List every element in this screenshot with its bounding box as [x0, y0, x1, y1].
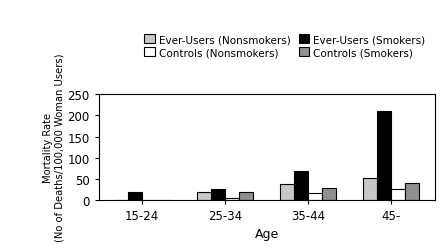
Bar — [197, 192, 211, 200]
Bar — [280, 184, 294, 200]
Bar — [377, 112, 391, 200]
X-axis label: Age: Age — [254, 228, 279, 240]
Bar — [128, 192, 142, 200]
Bar — [405, 183, 419, 200]
Bar — [225, 198, 239, 200]
Bar — [239, 192, 253, 200]
Bar — [322, 188, 336, 200]
Y-axis label: Mortality Rate
(No of Deaths/100,000 Woman Users): Mortality Rate (No of Deaths/100,000 Wom… — [43, 54, 65, 241]
Legend: Ever-Users (Nonsmokers), Controls (Nonsmokers), Ever-Users (Smokers), Controls (: Ever-Users (Nonsmokers), Controls (Nonsm… — [144, 35, 426, 58]
Bar — [308, 194, 322, 200]
Bar — [363, 178, 377, 200]
Bar — [391, 190, 405, 200]
Bar — [294, 172, 308, 200]
Bar — [211, 190, 225, 200]
